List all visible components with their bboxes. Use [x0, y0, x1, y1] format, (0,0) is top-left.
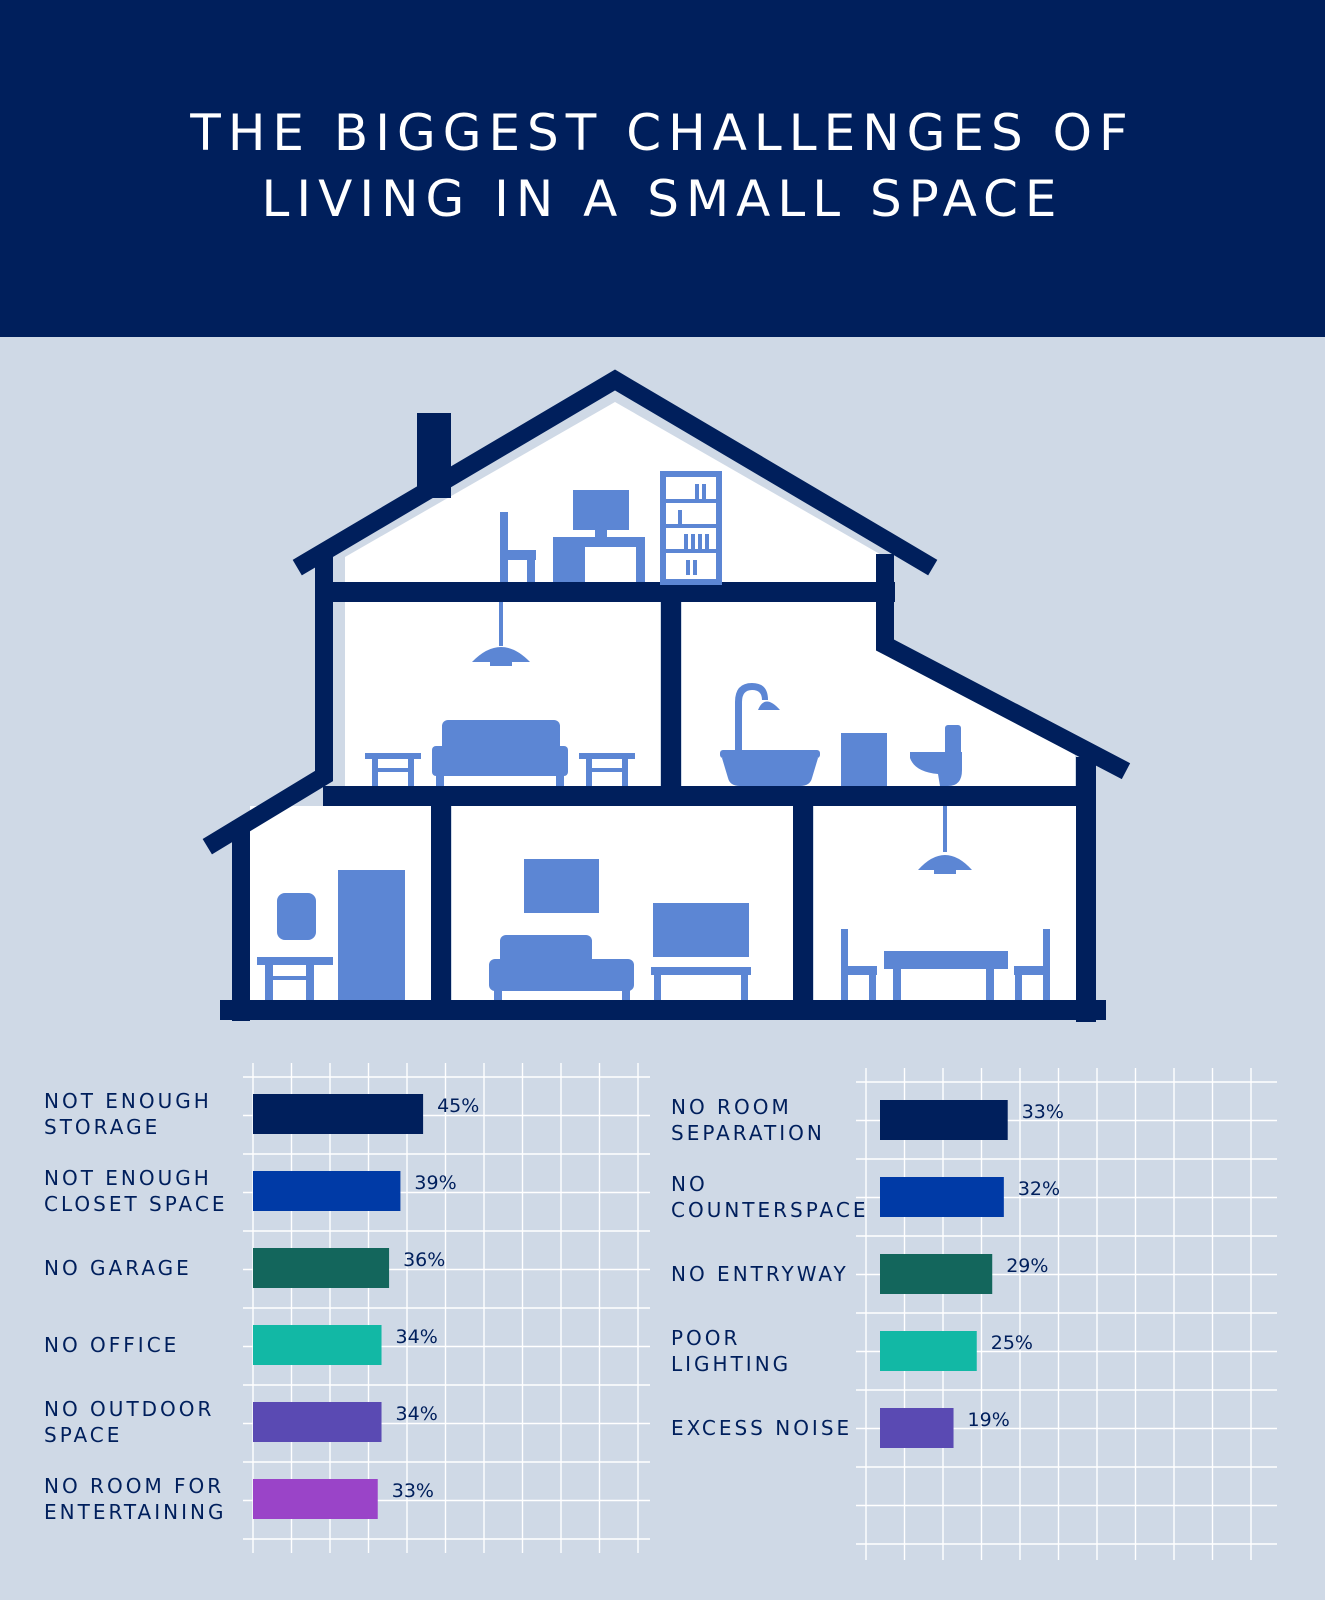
category-label-line: NOT ENOUGH [44, 1166, 212, 1190]
category-label-line: COUNTERSPACE [671, 1198, 868, 1222]
category-label: NO ENTRYWAY [671, 1262, 849, 1286]
bar [880, 1254, 993, 1294]
category-label-line: NO ROOM FOR [44, 1474, 224, 1498]
bar-row: NOT ENOUGH STORAGE 45% [44, 1089, 479, 1139]
chair-icon [1014, 929, 1050, 1000]
ceiling-lamp-icon [472, 602, 530, 666]
title-line-2: LIVING IN A SMALL SPACE [261, 170, 1064, 228]
bar-row: NO OUTDOOR SPACE 34% [44, 1397, 438, 1447]
category-label-line: SPACE [44, 1423, 122, 1447]
value-label: 19% [968, 1409, 1010, 1431]
chart-right: NO ROOM SEPARATION 33% NO COUNTERSPACE 32% NO … [671, 1068, 1277, 1560]
vanity-table-icon [257, 957, 333, 1000]
category-label: NO ROOM SEPARATION [671, 1095, 825, 1145]
category-label: NO ROOM FOR ENTERTAINING [44, 1474, 226, 1524]
bar [253, 1479, 378, 1519]
value-label: 33% [392, 1480, 434, 1502]
category-label-line: NO OUTDOOR [44, 1397, 214, 1421]
tv-stand-icon [651, 903, 751, 1000]
category-label: NO COUNTERSPACE [671, 1172, 868, 1222]
bar-row: NOT ENOUGH CLOSET SPACE 39% [44, 1166, 457, 1216]
chart-grid [856, 1068, 1277, 1560]
bar [880, 1408, 954, 1448]
category-label-line: ENTERTAINING [44, 1500, 226, 1524]
house-frame [202, 369, 1131, 1022]
category-label-line: CLOSET SPACE [44, 1192, 227, 1216]
category-label-line: LIGHTING [671, 1352, 791, 1376]
bar-row: EXCESS NOISE 19% [671, 1408, 1010, 1448]
chart-grid [243, 1063, 650, 1553]
bar [880, 1177, 1004, 1217]
category-label-line: EXCESS NOISE [671, 1416, 852, 1440]
category-label-line: STORAGE [44, 1115, 160, 1139]
chair-icon [841, 929, 877, 1000]
house-illustration [202, 369, 1131, 1022]
mirror-icon [277, 893, 316, 940]
page-title: THE BIGGEST CHALLENGES OF LIVING IN A SM… [0, 100, 1325, 232]
wall-picture-icon [524, 859, 599, 913]
category-label-line: NO [671, 1172, 708, 1196]
ceiling-lamp-icon [918, 806, 972, 874]
header-banner: THE BIGGEST CHALLENGES OF LIVING IN A SM… [0, 0, 1325, 337]
category-label: NO OFFICE [44, 1333, 179, 1357]
side-table-icon [579, 753, 635, 786]
sofa-icon [432, 720, 568, 786]
bar [253, 1325, 382, 1365]
furniture [257, 471, 1050, 1000]
chimney [417, 413, 451, 498]
category-label: POOR LIGHTING [671, 1326, 791, 1376]
value-label: 39% [414, 1172, 456, 1194]
bar [253, 1248, 390, 1288]
value-label: 25% [991, 1332, 1033, 1354]
category-label: NOT ENOUGH CLOSET SPACE [44, 1166, 227, 1216]
bar-row: NO OFFICE 34% [44, 1325, 438, 1365]
value-label: 45% [437, 1095, 479, 1117]
category-label: EXCESS NOISE [671, 1416, 852, 1440]
bar [880, 1331, 977, 1371]
category-label: NOT ENOUGH STORAGE [44, 1089, 212, 1139]
value-label: 32% [1018, 1178, 1060, 1200]
sofa-icon [489, 935, 634, 1000]
bar-row: NO ENTRYWAY 29% [671, 1254, 1048, 1294]
bathtub-icon [720, 683, 820, 786]
category-label-line: NO ENTRYWAY [671, 1262, 849, 1286]
category-label-line: NO ROOM [671, 1095, 792, 1119]
bar-row: NO COUNTERSPACE 32% [671, 1172, 1060, 1222]
title-line-1: THE BIGGEST CHALLENGES OF [190, 104, 1135, 162]
category-label-line: NO GARAGE [44, 1256, 192, 1280]
value-label: 33% [1022, 1101, 1064, 1123]
dining-table-icon [884, 951, 1008, 1000]
category-label-line: NO OFFICE [44, 1333, 179, 1357]
category-label: NO GARAGE [44, 1256, 192, 1280]
bar [253, 1094, 424, 1134]
cabinet-icon [841, 733, 887, 786]
bar-row: NO GARAGE 36% [44, 1248, 445, 1288]
category-label-line: NOT ENOUGH [44, 1089, 212, 1113]
bar-row: NO ROOM SEPARATION 33% [671, 1095, 1064, 1145]
bar [253, 1402, 382, 1442]
desk-monitor-icon [553, 490, 645, 582]
bar [253, 1171, 401, 1211]
bar-row: POOR LIGHTING 25% [671, 1326, 1033, 1376]
wardrobe-icon [338, 870, 405, 1000]
toilet-icon [910, 725, 962, 786]
category-label: NO OUTDOOR SPACE [44, 1397, 214, 1447]
bookshelf-icon [660, 471, 722, 585]
chair-icon [500, 512, 536, 582]
value-label: 34% [396, 1326, 438, 1348]
bar-row: NO ROOM FOR ENTERTAINING 33% [44, 1474, 434, 1524]
value-label: 29% [1006, 1255, 1048, 1277]
bar [880, 1100, 1008, 1140]
side-table-icon [365, 753, 421, 786]
category-label-line: SEPARATION [671, 1121, 825, 1145]
category-label-line: POOR [671, 1326, 740, 1350]
value-label: 34% [396, 1403, 438, 1425]
value-label: 36% [403, 1249, 445, 1271]
